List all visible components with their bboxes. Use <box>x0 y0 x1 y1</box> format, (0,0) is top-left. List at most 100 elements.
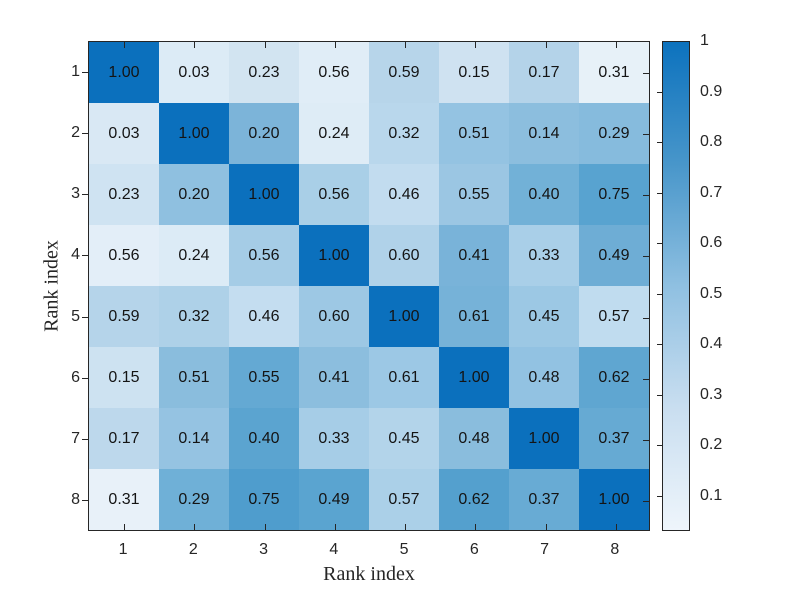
y-tick-label: 6 <box>71 368 80 386</box>
y-tick-label: 7 <box>71 430 80 448</box>
heatmap-cell: 0.29 <box>579 103 649 164</box>
heatmap-cell: 0.56 <box>299 164 369 225</box>
heatmap-cell: 0.23 <box>229 42 299 103</box>
heatmap-cell: 0.20 <box>159 164 229 225</box>
heatmap-cell: 0.31 <box>89 469 159 530</box>
y-tick-mark-right <box>643 195 649 197</box>
colorbar-tick-mark <box>657 91 663 93</box>
x-tick-label: 4 <box>329 541 339 558</box>
colorbar-tick-mark <box>657 243 663 245</box>
heatmap-cell: 0.37 <box>509 469 579 530</box>
heatmap-cell: 0.56 <box>89 225 159 286</box>
y-tick-label: 4 <box>71 246 80 264</box>
heatmap-cell: 0.59 <box>89 286 159 347</box>
heatmap-cell: 0.24 <box>299 103 369 164</box>
x-tick-label: 8 <box>610 541 620 558</box>
heatmap-cell: 1.00 <box>369 286 439 347</box>
heatmap-cell: 0.40 <box>229 408 299 469</box>
y-tick-mark-right <box>643 378 649 380</box>
x-tick-mark <box>334 524 336 530</box>
colorbar-tick-label: 0.4 <box>700 335 723 353</box>
colorbar-tick-label: 0.5 <box>700 284 723 302</box>
x-tick-mark <box>545 524 547 530</box>
x-tick-mark <box>615 524 617 530</box>
heatmap-cell: 0.62 <box>439 469 509 530</box>
colorbar-tick-label: 1 <box>700 32 709 49</box>
heatmap-cell: 0.57 <box>369 469 439 530</box>
heatmap-cell: 0.75 <box>579 164 649 225</box>
y-tick-mark-right <box>643 440 649 442</box>
x-tick-mark <box>124 42 126 48</box>
heatmap-cell: 1.00 <box>579 469 649 530</box>
x-tick-mark <box>475 42 477 48</box>
x-tick-label: 5 <box>399 541 409 558</box>
y-tick-label: 3 <box>71 185 80 203</box>
heatmap-cell: 1.00 <box>439 347 509 408</box>
colorbar-tick-label: 0.1 <box>700 486 723 504</box>
heatmap-cell: 0.17 <box>509 42 579 103</box>
x-axis-label: Rank index <box>323 563 415 585</box>
heatmap-cell: 0.40 <box>509 164 579 225</box>
colorbar-tick-label: 0.6 <box>700 234 723 252</box>
heatmap-cell: 0.03 <box>89 103 159 164</box>
heatmap-cell: 0.60 <box>369 225 439 286</box>
y-tick-mark <box>82 500 88 502</box>
heatmap-cell: 0.55 <box>229 347 299 408</box>
heatmap-cell: 0.56 <box>299 42 369 103</box>
x-tick-mark <box>124 524 126 530</box>
y-tick-mark <box>82 255 88 257</box>
colorbar-tick-mark <box>657 394 663 396</box>
colorbar-tick-mark <box>657 293 663 295</box>
y-tick-mark-right <box>643 133 649 135</box>
x-tick-mark <box>334 42 336 48</box>
y-tick-mark <box>82 439 88 441</box>
colorbar <box>662 41 690 531</box>
heatmap-cell: 0.37 <box>579 408 649 469</box>
colorbar-tick-mark <box>657 142 663 144</box>
heatmap-cell: 0.29 <box>159 469 229 530</box>
y-tick-mark-right <box>643 72 649 74</box>
heatmap-cell: 0.17 <box>89 408 159 469</box>
x-tick-mark <box>194 524 196 530</box>
heatmap-cell: 0.48 <box>439 408 509 469</box>
heatmap-cell: 1.00 <box>229 164 299 225</box>
heatmap-cell: 0.32 <box>159 286 229 347</box>
x-tick-mark <box>194 42 196 48</box>
heatmap-cell: 0.33 <box>509 225 579 286</box>
y-tick-mark-right <box>643 317 649 319</box>
colorbar-tick-label: 0.2 <box>700 436 723 454</box>
heatmap-cell: 0.45 <box>369 408 439 469</box>
colorbar-tick-mark <box>657 495 663 497</box>
x-tick-mark <box>264 524 266 530</box>
heatmap-cell: 0.31 <box>579 42 649 103</box>
heatmap-cell: 0.60 <box>299 286 369 347</box>
y-tick-label: 8 <box>71 491 80 509</box>
heatmap-grid: 1.00 0.03 0.23 0.56 0.59 0.15 0.17 0.31 0.03 1.00… <box>89 42 649 530</box>
y-tick-label: 2 <box>71 123 80 141</box>
y-tick-label: 1 <box>71 62 80 80</box>
colorbar-tick-mark <box>657 445 663 447</box>
y-tick-label: 5 <box>71 307 80 325</box>
x-tick-label: 3 <box>259 541 269 558</box>
x-tick-mark <box>545 42 547 48</box>
heatmap-cell: 0.62 <box>579 347 649 408</box>
heatmap-cell: 0.20 <box>229 103 299 164</box>
colorbar-tick-mark <box>657 344 663 346</box>
heatmap-cell: 0.23 <box>89 164 159 225</box>
y-tick-mark <box>82 71 88 73</box>
x-tick-label: 2 <box>188 541 198 558</box>
colorbar-tick-label: 0.7 <box>700 183 723 201</box>
x-tick-mark <box>475 524 477 530</box>
heatmap-cell: 0.61 <box>439 286 509 347</box>
heatmap-cell: 0.51 <box>159 347 229 408</box>
colorbar-tick-label: 0.3 <box>700 385 723 403</box>
x-tick-label: 6 <box>469 541 479 558</box>
heatmap-cell: 1.00 <box>299 225 369 286</box>
heatmap-cell: 0.24 <box>159 225 229 286</box>
heatmap-cell: 0.33 <box>299 408 369 469</box>
heatmap-cell: 0.03 <box>159 42 229 103</box>
x-tick-mark <box>615 42 617 48</box>
heatmap-cell: 0.75 <box>229 469 299 530</box>
colorbar-tick-label: 0.9 <box>700 82 723 100</box>
heatmap-cell: 0.61 <box>369 347 439 408</box>
